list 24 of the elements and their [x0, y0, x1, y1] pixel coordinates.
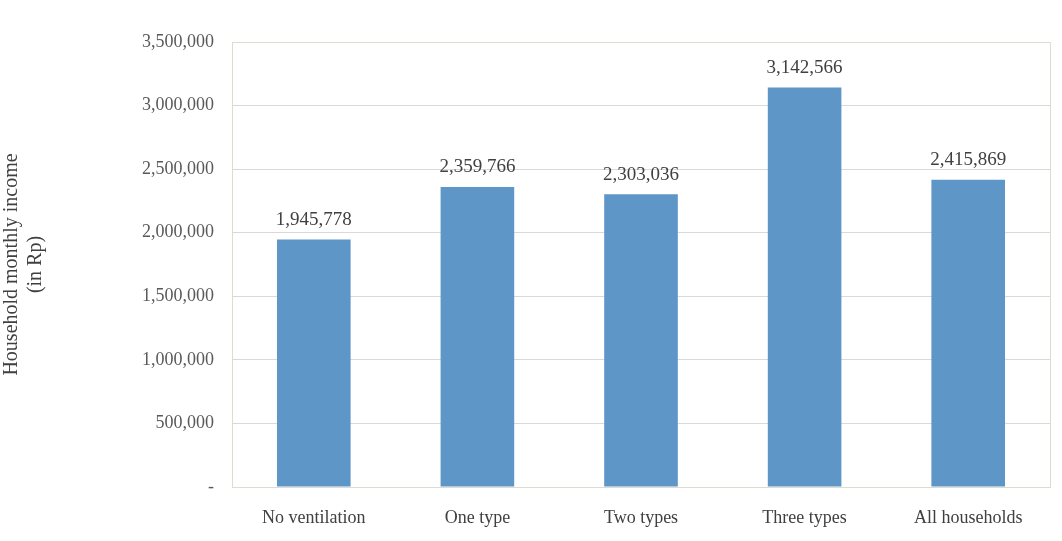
x-tick-label: No ventilation — [262, 506, 366, 527]
bar — [440, 186, 515, 487]
data-label: 1,945,778 — [275, 208, 352, 230]
y-axis-title: Household monthly income (in Rp) — [0, 153, 47, 376]
x-tick-label: Two types — [603, 506, 679, 527]
bar — [276, 239, 351, 487]
y-tick-label: 2,500,000 — [142, 157, 214, 178]
x-tick-label: Three types — [762, 506, 847, 527]
bar — [604, 194, 678, 487]
y-tick-label: 3,500,000 — [142, 30, 214, 51]
y-tick-label: 2,000,000 — [142, 221, 214, 242]
bar — [767, 87, 842, 487]
y-tick-label: 500,000 — [155, 412, 214, 433]
y-tick-label: - — [208, 475, 214, 496]
data-label: 3,142,566 — [766, 55, 843, 77]
bar — [931, 179, 1006, 487]
data-label: 2,415,869 — [930, 148, 1007, 170]
y-tick-label: 3,000,000 — [142, 94, 214, 115]
x-tick-label: One type — [444, 506, 511, 527]
data-label: 2,359,766 — [439, 155, 516, 177]
y-tick-label: 1,500,000 — [142, 285, 214, 306]
y-tick-label: 1,000,000 — [142, 348, 214, 369]
data-label: 2,303,036 — [603, 162, 679, 184]
x-tick-label: All households — [913, 506, 1023, 527]
